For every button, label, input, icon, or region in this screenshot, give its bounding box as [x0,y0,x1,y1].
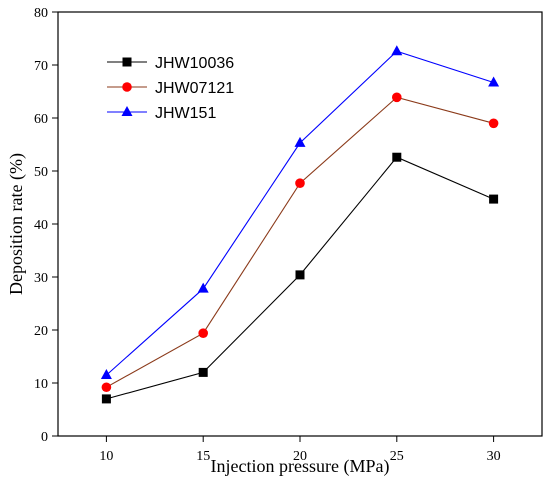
data-point-2-4 [488,76,500,87]
x-tick-label: 10 [99,449,113,464]
data-point-0-2 [295,270,305,280]
data-point-1-1 [198,328,208,338]
legend-label-1: JHW07121 [155,80,234,97]
legend: JHW10036 JHW07121 JHW151 [107,55,234,122]
data-point-0-1 [198,367,208,377]
x-tick-label: 20 [293,449,307,464]
y-tick-label: 50 [34,165,48,180]
y-tick-label: 0 [41,430,48,445]
y-tick-label: 80 [34,6,48,21]
y-axis-title: Deposition rate (%) [6,153,27,295]
data-point-2-0 [100,369,112,380]
data-point-2-3 [391,45,403,56]
data-point-0-3 [392,152,402,162]
y-tick-label: 30 [34,271,48,286]
data-point-0-4 [489,194,499,204]
data-point-2-1 [197,282,209,293]
legend-marker-2 [121,106,133,116]
y-tick-label: 20 [34,324,48,339]
axis-layer: 0 10 20 30 40 50 60 70 80 10 15 20 25 30 [34,6,543,464]
legend-marker-0 [122,57,132,67]
x-tick-label: 30 [487,449,501,464]
plot-layer [100,45,500,404]
data-point-2-2 [294,136,306,147]
x-tick-label: 25 [390,449,404,464]
data-point-0-0 [101,394,111,404]
data-point-1-0 [101,382,112,393]
legend-marker-1 [122,82,132,92]
data-point-1-4 [488,118,499,129]
data-point-1-2 [295,178,305,188]
y-tick-label: 10 [34,377,48,392]
x-axis-title: Injection pressure (MPa) [211,456,390,477]
y-tick-label: 70 [34,59,48,74]
y-tick-label: 60 [34,112,48,127]
data-point-1-3 [392,92,402,103]
legend-label-2: JHW151 [155,105,216,122]
x-tick-label: 15 [196,449,210,464]
legend-label-0: JHW10036 [155,55,234,72]
y-tick-label: 40 [34,218,48,233]
